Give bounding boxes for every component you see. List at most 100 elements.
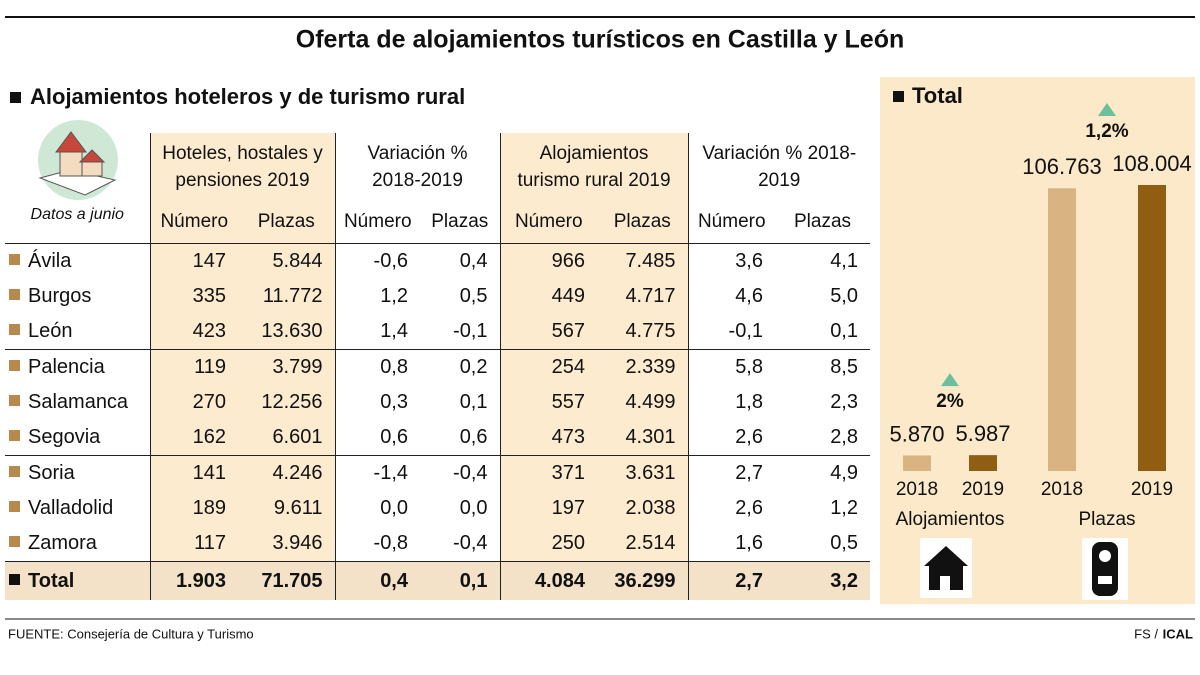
cell: 423 [149, 314, 238, 350]
cell: 162 [149, 420, 238, 456]
value-label: 106.763 [1022, 154, 1102, 179]
cell: 5,8 [687, 349, 775, 385]
row-label: Soria [28, 462, 75, 484]
cell: -0,6 [334, 243, 420, 279]
cell: 2.038 [597, 491, 688, 526]
cell: -0,4 [453, 462, 488, 484]
cell: 2,6 [687, 491, 775, 526]
cell: 0,8 [334, 349, 420, 385]
row-label-cell: Valladolid [5, 491, 150, 526]
cell: 11.772 [238, 279, 335, 314]
data-row: Segovia 162 6.601 0,6 0,6 473 4.301 2,6 2,8 [5, 420, 870, 456]
cell: 197 [499, 491, 597, 526]
data-row: Soria 141 4.246 -1,4 -0,4 371 3.631 2,7 4,9 [5, 455, 870, 491]
house-icon [38, 120, 118, 200]
cell: 4,1 [830, 250, 858, 272]
cell: 12.256 [238, 385, 335, 420]
cell: 250 [499, 526, 597, 562]
cell: 6.601 [238, 420, 335, 456]
bullet [9, 430, 20, 441]
cell: 1.903 [149, 561, 238, 600]
value-label: 108.004 [1112, 151, 1192, 176]
cell: -0,4 [420, 526, 500, 562]
cell: 2,3 [830, 391, 858, 413]
row-label-cell: Salamanca [5, 385, 150, 420]
cell: -1,4 [334, 455, 420, 491]
cell: 966 [499, 243, 597, 279]
group-header-text: Variación % 2018-2019 [702, 142, 857, 191]
column-header: Plazas [238, 200, 335, 244]
bullet [9, 501, 20, 512]
category-label: 2018 [1041, 479, 1083, 500]
cell: 0,2 [459, 356, 488, 378]
cell: 473 [499, 420, 597, 456]
cell: 2.339 [597, 349, 688, 385]
cell: 1,6 [687, 526, 775, 562]
increase-arrow [1098, 103, 1116, 116]
cell: 3.799 [238, 349, 335, 385]
cell: 1,2 [830, 497, 858, 519]
increase-arrow [941, 373, 959, 387]
row-label: Ávila [28, 250, 72, 272]
row-label: Segovia [28, 426, 101, 448]
cell: 1,4 [334, 314, 420, 350]
value-label: 5.870 [889, 421, 944, 446]
data-row: Ávila 147 5.844 -0,6 0,4 966 7.485 3,6 4,1 [5, 243, 870, 279]
column-header: Plazas [597, 200, 688, 244]
total-row: Total 1.903 71.705 0,4 0,1 4.084 36.299 2,7 3,2 [5, 561, 870, 600]
icon-cell [5, 133, 150, 200]
cell: 3.631 [597, 455, 688, 491]
cell: 557 [499, 385, 597, 420]
annotation: 2% [936, 391, 964, 412]
cell: 3,2 [775, 561, 870, 600]
cell: 8,5 [830, 356, 858, 378]
bullet [9, 254, 20, 265]
door-hanger-icon [1082, 538, 1128, 600]
cell: 4.499 [597, 385, 688, 420]
category-label: 2019 [1131, 479, 1173, 500]
bullet [10, 92, 21, 103]
row-label: León [28, 320, 73, 342]
cell: 0,0 [459, 497, 488, 519]
cell: 4.084 [499, 561, 597, 600]
cell: 254 [499, 349, 597, 385]
cell: 147 [149, 243, 238, 279]
row-label-cell: Segovia [5, 420, 150, 456]
data-row: Salamanca 270 12.256 0,3 0,1 557 4.499 1,8 2,3 [5, 385, 870, 420]
bar [969, 455, 997, 471]
cell: 5,0 [830, 285, 858, 307]
column-header: Plazas [775, 200, 870, 244]
data-row: Burgos 335 11.772 1,2 0,5 449 4.717 4,6 5,0 [5, 279, 870, 314]
cell: 1,2 [334, 279, 420, 314]
bullet [9, 360, 20, 371]
cell: 0,4 [334, 561, 420, 600]
cell: 2,8 [775, 420, 870, 456]
panel-title: Total [912, 83, 963, 108]
column-header-row: Datos a junio Número Plazas Número Plazas Núm… [5, 200, 870, 244]
group-header: Alojamientos turismo rural 2019 [499, 133, 688, 200]
cell: 4,9 [830, 462, 858, 484]
home-icon [920, 538, 972, 598]
bullet [893, 91, 904, 102]
cell: 7.485 [597, 243, 688, 279]
data-table: Hoteles, hostales y pensiones 2019 Variac… [5, 133, 870, 600]
cell: 0,1 [775, 314, 870, 350]
cell: 9.611 [238, 491, 335, 526]
cell: 449 [499, 279, 597, 314]
row-label-cell: Palencia [5, 350, 150, 386]
agency: ICAL [1163, 626, 1193, 641]
column-header: Plazas [420, 200, 500, 244]
cell: 2,7 [687, 455, 775, 491]
cell: 3,6 [687, 243, 775, 279]
cell: 71.705 [238, 561, 335, 600]
row-label: Total [28, 569, 75, 592]
column-header: Número [687, 200, 775, 244]
cell: 0,5 [459, 285, 488, 307]
group-header-text: Variación % 2018-2019 [367, 142, 468, 191]
credit: FS / [1134, 626, 1158, 641]
row-label: Zamora [28, 532, 97, 554]
cell: -0,8 [334, 526, 420, 562]
group-header-text: Hoteles, hostales y pensiones 2019 [162, 142, 323, 191]
column-header: Número [334, 200, 420, 244]
